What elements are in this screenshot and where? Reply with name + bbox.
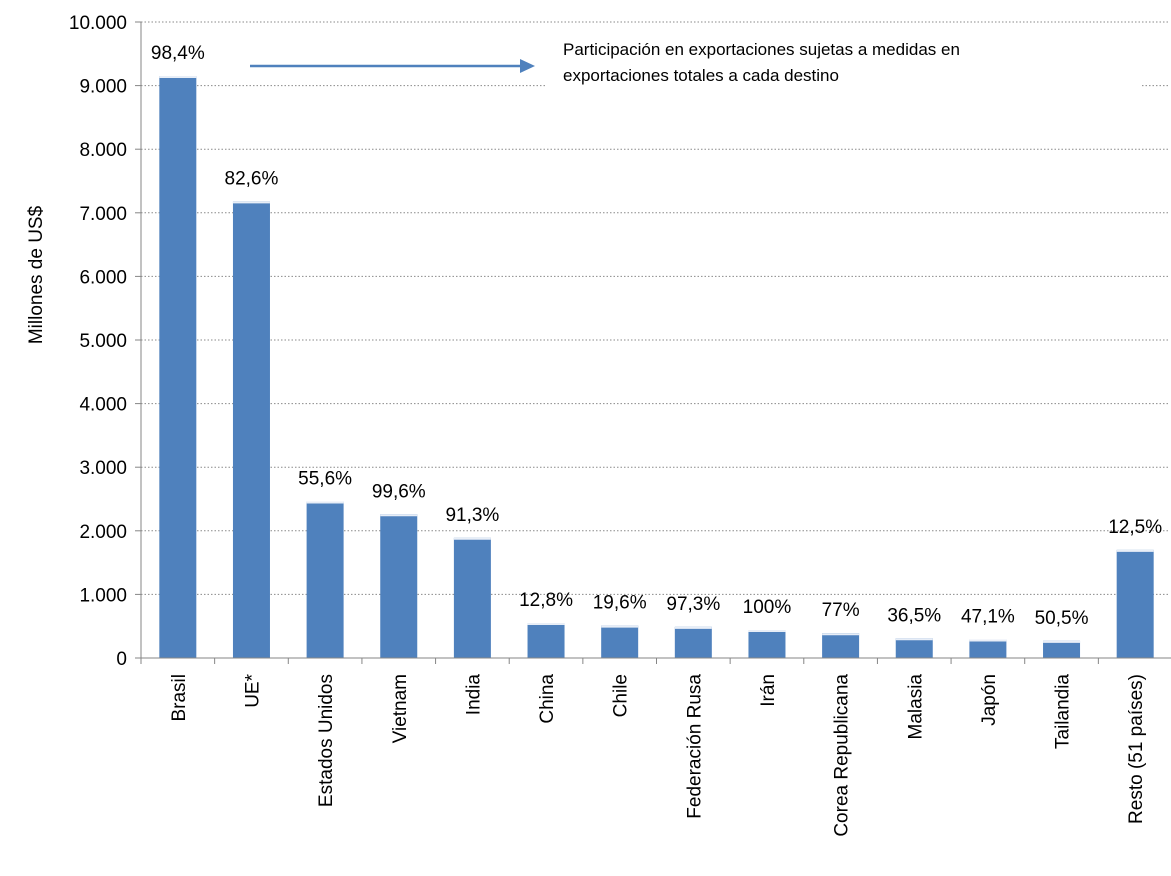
data-label: 55,6% bbox=[298, 469, 352, 490]
y-tick-label: 9.000 bbox=[79, 77, 127, 98]
y-tick-label: 0 bbox=[116, 649, 127, 670]
data-label: 97,3% bbox=[666, 594, 720, 615]
data-label: 100% bbox=[743, 597, 792, 618]
y-tick-labels: 0 1.000 2.000 3.000 4.000 5.000 6.000 7.000 8.00… bbox=[69, 13, 127, 670]
y-axis-title: Millones de US$ bbox=[26, 205, 47, 344]
bar bbox=[453, 537, 491, 658]
data-label: 12,8% bbox=[519, 590, 573, 611]
annotation-arrowhead bbox=[520, 59, 535, 73]
axes bbox=[135, 21, 1171, 664]
x-category-label: Tailandia bbox=[1053, 674, 1074, 749]
y-tick-label: 6.000 bbox=[79, 267, 127, 288]
annotation-line-1: Participación en exportaciones sujetas a… bbox=[563, 40, 960, 59]
annotation-background bbox=[545, 28, 1140, 92]
data-label: 98,4% bbox=[151, 43, 205, 64]
bar bbox=[748, 630, 786, 658]
x-category-labels: Brasil UE* Estados Unidos Vietnam India China… bbox=[169, 673, 1147, 836]
y-tick-label: 10.000 bbox=[69, 13, 127, 34]
y-tick-label: 3.000 bbox=[79, 458, 127, 479]
x-category-label: Corea Republicana bbox=[832, 674, 853, 837]
data-label: 77% bbox=[822, 600, 860, 621]
x-category-label: Japón bbox=[979, 674, 1000, 726]
annotation-line-2: exportaciones totales a cada destino bbox=[563, 66, 839, 85]
data-label: 47,1% bbox=[961, 607, 1015, 628]
data-label: 99,6% bbox=[372, 481, 426, 502]
bars bbox=[159, 76, 1154, 659]
data-label: 36,5% bbox=[887, 605, 941, 626]
x-category-label: Brasil bbox=[169, 674, 190, 722]
bar bbox=[969, 639, 1007, 658]
bar bbox=[380, 514, 418, 658]
bar bbox=[232, 201, 270, 659]
data-labels: 98,4% 82,6% 55,6% 99,6% 91,3% 12,8% 19,6% 97,3%… bbox=[151, 43, 1162, 629]
y-tick-label: 5.000 bbox=[79, 331, 127, 352]
bar bbox=[306, 501, 344, 658]
gridlines bbox=[141, 21, 1170, 595]
y-tick-label: 4.000 bbox=[79, 395, 127, 416]
x-category-label: China bbox=[537, 674, 558, 724]
bar bbox=[674, 626, 712, 658]
bar bbox=[527, 623, 565, 658]
x-category-label: Vietnam bbox=[390, 674, 411, 743]
y-tick-label: 7.000 bbox=[79, 204, 127, 225]
x-category-label: UE* bbox=[242, 673, 263, 707]
bar bbox=[822, 633, 860, 658]
x-category-label: Estados Unidos bbox=[316, 674, 337, 807]
y-tick-label: 2.000 bbox=[79, 522, 127, 543]
data-label: 91,3% bbox=[445, 505, 499, 526]
data-label: 12,5% bbox=[1108, 517, 1162, 538]
data-label: 82,6% bbox=[225, 168, 279, 189]
y-tick-label: 8.000 bbox=[79, 140, 127, 161]
x-category-label: Federación Rusa bbox=[684, 674, 705, 819]
data-label: 19,6% bbox=[593, 593, 647, 614]
x-category-label: Malasia bbox=[905, 674, 926, 740]
x-category-label: Resto (51 países) bbox=[1126, 674, 1147, 824]
x-category-label: Chile bbox=[611, 674, 632, 717]
x-category-label: India bbox=[463, 674, 484, 716]
data-label: 50,5% bbox=[1035, 608, 1089, 629]
bar bbox=[159, 76, 197, 658]
annotation: Participación en exportaciones sujetas a… bbox=[250, 28, 1140, 92]
bar bbox=[895, 638, 933, 658]
bar bbox=[1043, 640, 1081, 658]
y-tick-label: 1.000 bbox=[79, 585, 127, 606]
bar bbox=[1116, 549, 1154, 658]
x-category-label: Irán bbox=[758, 674, 779, 707]
bar bbox=[601, 625, 639, 658]
